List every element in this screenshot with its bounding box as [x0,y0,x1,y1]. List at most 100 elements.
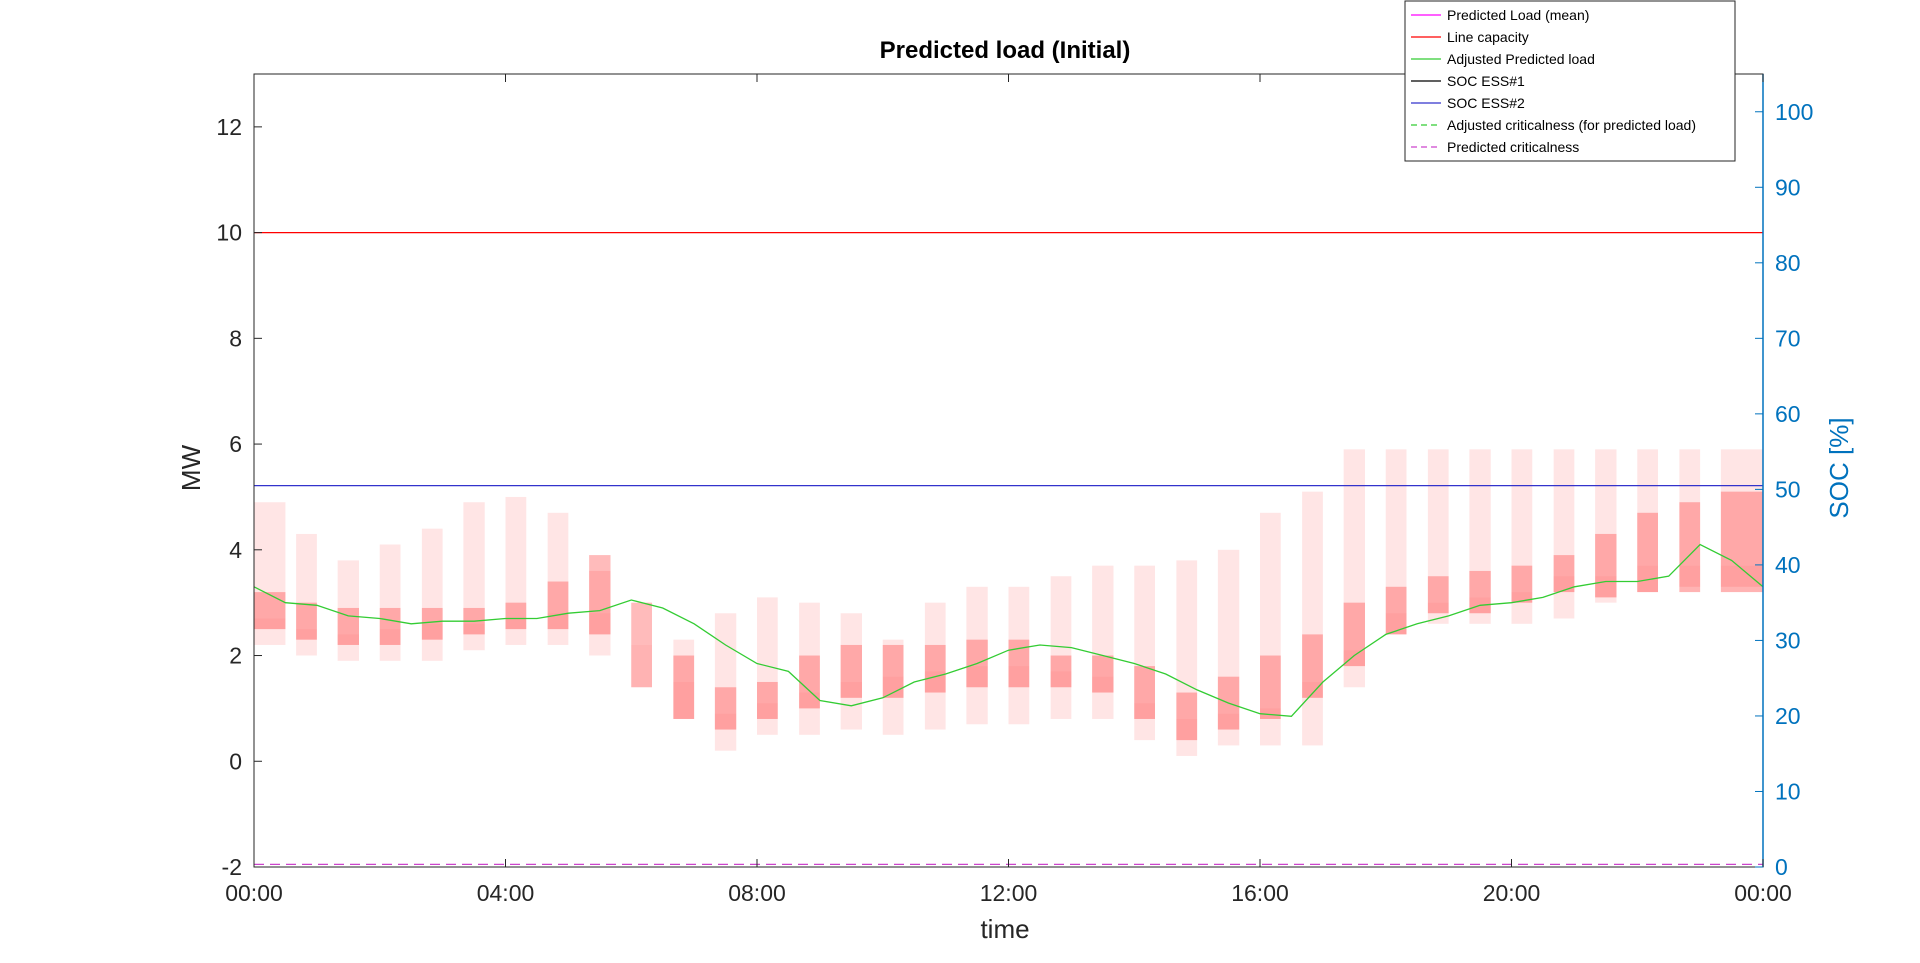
band-upper-mid [1595,533,1617,577]
band-upper-mid [1092,655,1114,677]
band-outer [1720,449,1763,587]
band-outer [966,586,988,725]
band-upper-mid [1260,655,1281,709]
band-outer [1134,565,1155,741]
band-upper-mid [1343,602,1366,651]
band-upper-mid [840,644,863,682]
band-outer [1050,576,1072,719]
band-inner [1720,491,1763,593]
band-outer [589,570,611,656]
band-inner [757,681,778,719]
y-right-axis-label: SOC [%] [1824,417,1854,518]
band-upper-mid [421,607,443,624]
band-lower-mid [1260,708,1281,719]
x-tick-label: 00:00 [1734,880,1792,906]
band-lower-mid [1511,592,1533,603]
band-lower-mid [547,613,569,630]
band-outer [1385,449,1407,635]
band-outer [673,639,695,719]
band-lower-mid [1008,666,1030,688]
band-inner [1637,512,1658,593]
band-inner [254,592,286,630]
band-outer [882,639,904,735]
band-inner [1092,655,1114,693]
band-lower-mid [463,623,485,635]
y-right-axis-ticks: 0 10 20 30 40 50 60 70 80 90 100 [1755,99,1813,880]
y-right-tick-label: 20 [1775,703,1801,729]
band-inner [589,555,611,635]
band-inner [714,687,737,730]
band-upper-mid [1385,586,1407,614]
legend-entry: Line capacity [1447,29,1529,45]
legend-entry: SOC ESS#1 [1447,73,1525,89]
band-outer [1427,449,1449,624]
band-inner [1343,602,1366,667]
band-upper-mid [1302,634,1323,682]
band-lower-mid [714,713,737,730]
y-left-axis-ticks: -2 0 2 4 6 8 10 12 [216,114,262,880]
load-percentile-bands [254,449,1763,756]
band-upper-mid [1679,502,1701,566]
band-inner [1050,655,1072,688]
band-inner [421,607,443,640]
band-inner [1679,502,1701,593]
y-right-tick-label: 60 [1775,401,1801,427]
band-inner [673,655,695,719]
legend: Predicted Load (mean) Line capacity Adjust… [1404,0,1736,162]
band-inner [1134,666,1155,719]
band-inner [924,644,946,693]
band-inner [1469,570,1491,614]
band-upper-mid [296,602,317,630]
band-lower-mid [882,676,904,698]
band-upper-mid [1427,576,1449,603]
band-outer [714,613,737,751]
y-right-tick-label: 0 [1775,854,1788,880]
band-inner [882,644,904,698]
x-tick-label: 16:00 [1231,880,1289,906]
band-upper-mid [799,655,820,693]
band-inner [840,644,863,698]
band-inner [1008,639,1030,688]
band-outer [421,528,443,661]
band-lower-mid [840,681,863,698]
band-outer [1302,491,1323,746]
band-inner [1553,555,1575,593]
band-lower-mid [1637,565,1658,593]
band-outer [1595,449,1617,603]
band-outer [840,613,863,730]
y-left-tick-label: 6 [229,431,242,457]
y-left-tick-label: 4 [229,537,242,563]
band-upper-mid [1134,666,1155,704]
band-inner [1511,565,1533,603]
band-outer [296,533,317,656]
band-lower-mid [1595,576,1617,598]
legend-box [1404,0,1736,162]
band-inner [1302,634,1323,698]
band-lower-mid [254,618,286,630]
legend-entry: Adjusted Predicted load [1447,51,1595,67]
band-upper-mid [1050,655,1072,672]
y-right-tick-label: 70 [1775,325,1801,351]
band-lower-mid [966,666,988,688]
band-upper-mid [882,644,904,677]
band-lower-mid [1302,681,1323,698]
band-lower-mid [296,629,317,640]
band-lower-mid [631,644,652,688]
band-outer [1679,449,1701,587]
band-lower-mid [1427,602,1449,614]
band-outer [505,496,527,645]
band-outer [463,502,485,651]
band-inner [1385,586,1407,635]
adjusted-predicted-load-line [253,543,1764,717]
band-inner [1260,655,1281,719]
band-upper-mid [1217,676,1240,714]
band-outer [1553,449,1575,619]
band-lower-mid [1217,713,1240,730]
x-tick-label: 12:00 [980,880,1038,906]
band-lower-mid [589,613,611,635]
y-left-tick-label: 10 [216,220,242,246]
band-outer [1260,512,1281,746]
band-upper-mid [379,607,401,630]
band-inner [1176,692,1198,741]
band-upper-mid [714,687,737,714]
